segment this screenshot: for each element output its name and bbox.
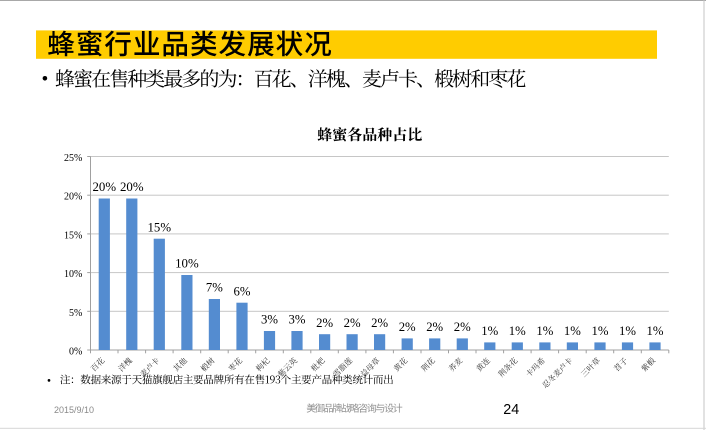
- svg-text:1%: 1%: [481, 323, 498, 338]
- svg-text:6%: 6%: [234, 283, 251, 298]
- svg-text:0%: 0%: [69, 347, 82, 358]
- svg-text:2%: 2%: [454, 319, 471, 334]
- svg-text:15%: 15%: [64, 230, 82, 241]
- svg-text:3%: 3%: [289, 312, 306, 327]
- svg-text:10%: 10%: [64, 269, 82, 280]
- svg-text:20%: 20%: [64, 192, 82, 203]
- svg-text:2%: 2%: [344, 315, 361, 330]
- svg-text:1%: 1%: [536, 323, 553, 338]
- svg-text:5%: 5%: [69, 308, 82, 319]
- svg-text:1%: 1%: [509, 323, 526, 338]
- svg-text:7%: 7%: [206, 280, 223, 295]
- svg-text:25%: 25%: [64, 153, 82, 164]
- svg-text:24: 24: [503, 402, 519, 418]
- svg-text:2015/9/10: 2015/9/10: [54, 405, 94, 415]
- svg-text:2%: 2%: [399, 319, 416, 334]
- svg-text:1%: 1%: [564, 323, 581, 338]
- svg-text:3%: 3%: [261, 312, 278, 327]
- svg-text:2%: 2%: [316, 315, 333, 330]
- svg-text:20%: 20%: [120, 179, 144, 194]
- svg-text:1%: 1%: [647, 323, 664, 338]
- svg-text:1%: 1%: [592, 323, 609, 338]
- svg-text:10%: 10%: [175, 256, 199, 271]
- svg-text:15%: 15%: [148, 219, 172, 234]
- svg-text:2%: 2%: [371, 315, 388, 330]
- svg-text:20%: 20%: [93, 179, 117, 194]
- svg-text:1%: 1%: [619, 323, 636, 338]
- svg-text:2%: 2%: [426, 319, 443, 334]
